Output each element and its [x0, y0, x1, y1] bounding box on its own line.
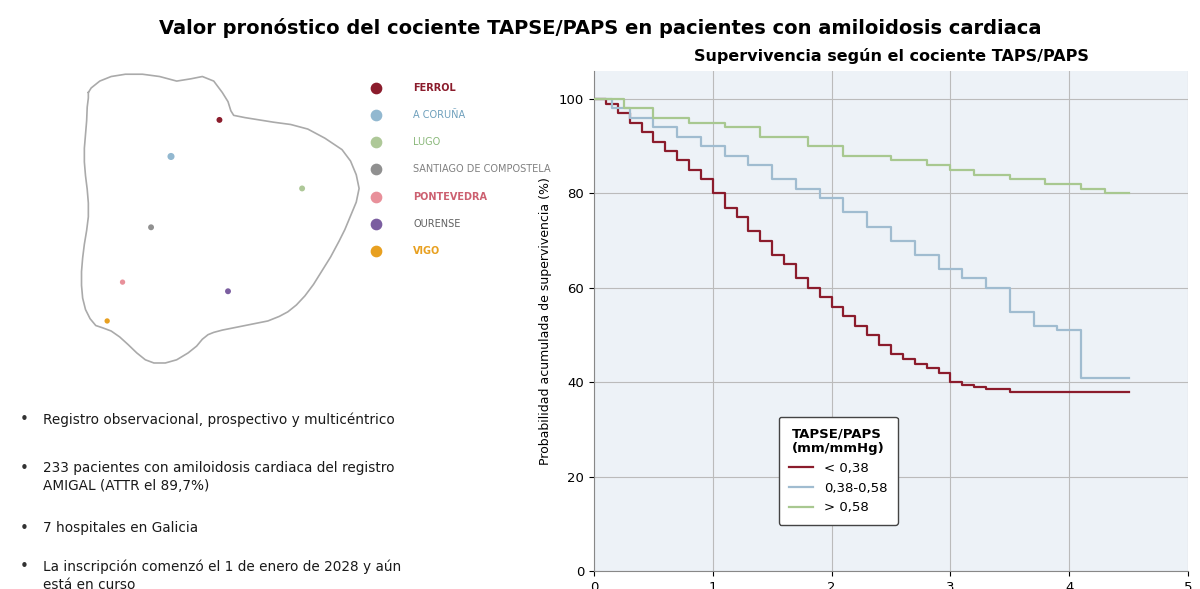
Point	[367, 191, 386, 200]
Text: Valor pronóstico del cociente TAPSE/PAPS en pacientes con amiloidosis cardiaca: Valor pronóstico del cociente TAPSE/PAPS…	[158, 18, 1042, 38]
Text: •: •	[20, 412, 29, 427]
Point	[367, 152, 386, 161]
Point	[142, 223, 161, 232]
Text: LUGO: LUGO	[413, 137, 440, 147]
Point	[367, 268, 386, 277]
Legend: < 0,38, 0,38-0,58, > 0,58: < 0,38, 0,38-0,58, > 0,58	[779, 417, 898, 525]
Text: •: •	[20, 559, 29, 574]
Text: FERROL: FERROL	[413, 83, 456, 93]
Point	[210, 115, 229, 125]
Point	[161, 152, 181, 161]
Point	[367, 230, 386, 239]
Point	[367, 307, 386, 316]
Text: •: •	[20, 521, 29, 536]
Text: VIGO: VIGO	[413, 246, 440, 256]
Text: A CORUÑA: A CORUÑA	[413, 110, 466, 120]
Text: •: •	[20, 461, 29, 476]
Point	[293, 184, 312, 193]
Text: La inscripción comenzó el 1 de enero de 2028 y aún
está en curso: La inscripción comenzó el 1 de enero de …	[43, 559, 401, 589]
Text: Registro observacional, prospectivo y multicéntrico: Registro observacional, prospectivo y mu…	[43, 412, 395, 426]
Polygon shape	[82, 74, 359, 363]
Text: 7 hospitales en Galicia: 7 hospitales en Galicia	[43, 521, 198, 535]
Title: Supervivencia según el cociente TAPS/PAPS: Supervivencia según el cociente TAPS/PAP…	[694, 48, 1088, 64]
Point	[218, 286, 238, 296]
Point	[113, 277, 132, 287]
Text: SANTIAGO DE COMPOSTELA: SANTIAGO DE COMPOSTELA	[413, 164, 551, 174]
Text: PONTEVEDRA: PONTEVEDRA	[413, 191, 487, 201]
Y-axis label: Probabilidad acumulada de supervivencia (%): Probabilidad acumulada de supervivencia …	[539, 177, 552, 465]
Point	[367, 74, 386, 84]
Point	[97, 316, 116, 326]
Text: OURENSE: OURENSE	[413, 219, 461, 229]
Text: 233 pacientes con amiloidosis cardiaca del registro
AMIGAL (ATTR el 89,7%): 233 pacientes con amiloidosis cardiaca d…	[43, 461, 395, 494]
Point	[367, 113, 386, 123]
